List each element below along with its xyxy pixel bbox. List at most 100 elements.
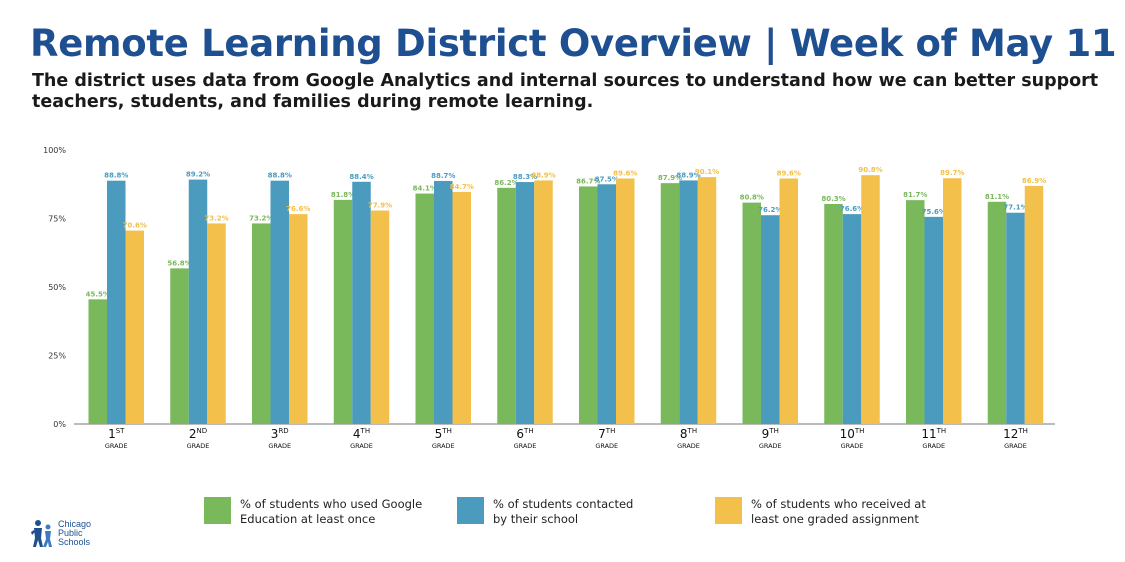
bar: [842, 214, 862, 424]
x-tick-label: 7TH: [598, 427, 615, 441]
cps-logo: Chicago Public Schools: [30, 518, 91, 548]
x-tick-label: 9TH: [762, 427, 779, 441]
bar: [534, 180, 553, 424]
bar: [906, 200, 925, 424]
x-tick-label: 8TH: [680, 427, 697, 441]
x-tick-label: 1ST: [108, 427, 125, 441]
data-label: 90.1%: [695, 168, 719, 176]
y-tick-label: 100%: [43, 146, 66, 155]
bar: [289, 214, 308, 424]
data-label: 77.9%: [368, 202, 392, 210]
data-label: 86.2%: [494, 179, 518, 187]
data-label: 76.2%: [758, 206, 782, 214]
data-label: 88.9%: [676, 171, 700, 179]
x-tick-sublabel: GRADE: [268, 442, 291, 450]
legend-swatch-green: [204, 497, 231, 524]
data-label: 76.6%: [286, 205, 310, 213]
x-tick-sublabel: GRADE: [432, 442, 455, 450]
y-tick-label: 0%: [53, 420, 66, 429]
legend-item-contacted: % of students contacted by their school: [457, 497, 633, 527]
x-tick-sublabel: GRADE: [350, 442, 373, 450]
data-label: 73.2%: [204, 214, 228, 222]
y-tick-label: 50%: [48, 283, 66, 292]
bar: [107, 180, 126, 424]
bar: [697, 177, 717, 424]
data-label: 81.8%: [331, 191, 355, 199]
bar: [497, 187, 516, 424]
logo-text: Chicago Public Schools: [58, 518, 92, 547]
x-tick-sublabel: GRADE: [677, 442, 700, 450]
bar: [1024, 185, 1044, 424]
data-label: 86.9%: [1022, 177, 1046, 185]
data-label: 45.5%: [86, 290, 110, 298]
legend-swatch-blue: [457, 497, 484, 524]
data-label: 89.2%: [186, 171, 210, 179]
bar: [824, 203, 843, 424]
page-title: Remote Learning District Overview | Week…: [30, 22, 1117, 65]
bar: [924, 216, 943, 424]
legend-swatch-yellow: [715, 497, 742, 524]
data-label: 84.7%: [450, 183, 474, 191]
data-label: 70.6%: [123, 222, 147, 230]
data-label: 73.2%: [249, 214, 273, 222]
bar: [987, 201, 1007, 424]
bar: [352, 181, 371, 424]
data-label: 77.1%: [1003, 204, 1027, 212]
bar-chart: 0%25%50%75%100%45.5%88.8%70.6%1STGRADE56…: [43, 146, 1055, 450]
x-tick-label: 4TH: [353, 427, 370, 441]
data-label: 80.8%: [740, 194, 764, 202]
data-label: 81.1%: [985, 193, 1009, 201]
data-label: 76.6%: [840, 205, 864, 213]
data-label: 89.6%: [613, 169, 637, 177]
data-label: 87.9%: [658, 174, 682, 182]
bar: [188, 179, 208, 424]
x-tick-label: 5TH: [435, 427, 452, 441]
data-label: 56.8%: [167, 259, 191, 267]
page-subtitle: The district uses data from Google Analy…: [32, 71, 1099, 112]
data-label: 89.6%: [777, 169, 801, 177]
legend-label: % of students contacted by their school: [493, 497, 634, 526]
bar: [252, 223, 271, 424]
bar: [452, 191, 471, 424]
data-label: 88.4%: [349, 173, 373, 181]
legend-label: % of students who received at least one …: [751, 497, 926, 526]
bar: [434, 180, 453, 424]
bar: [616, 178, 635, 424]
x-tick-sublabel: GRADE: [105, 442, 128, 450]
legend-item-graded-assignment: % of students who received at least one …: [715, 497, 926, 527]
x-tick-sublabel: GRADE: [759, 442, 782, 450]
data-label: 80.3%: [821, 195, 845, 203]
bar: [761, 215, 780, 424]
bar: [779, 178, 798, 424]
legend-label: % of students who used Google Education …: [240, 497, 423, 526]
students-silhouette-icon: [31, 520, 52, 547]
data-label: 88.3%: [513, 173, 537, 181]
data-label: 88.8%: [104, 172, 128, 180]
bar: [1006, 212, 1025, 424]
y-tick-label: 75%: [48, 215, 66, 224]
x-tick-label: 10TH: [840, 427, 865, 441]
bar: [515, 182, 535, 424]
data-label: 86.7%: [576, 177, 600, 185]
bar: [579, 186, 598, 424]
bar: [943, 178, 962, 424]
legend-item-google-education: % of students who used Google Education …: [204, 497, 422, 527]
x-tick-sublabel: GRADE: [595, 442, 618, 450]
bar: [270, 180, 289, 424]
bar: [170, 268, 189, 424]
bar: [597, 184, 616, 424]
x-tick-sublabel: GRADE: [1004, 442, 1027, 450]
x-tick-sublabel: GRADE: [514, 442, 537, 450]
bar: [742, 202, 761, 424]
x-tick-sublabel: GRADE: [841, 442, 864, 450]
data-label: 90.8%: [858, 166, 882, 174]
bar: [207, 223, 226, 424]
data-label: 88.8%: [268, 172, 292, 180]
y-tick-label: 25%: [48, 352, 66, 361]
x-tick-label: 12TH: [1003, 427, 1028, 441]
data-label: 81.7%: [903, 191, 927, 199]
x-tick-sublabel: GRADE: [187, 442, 210, 450]
bar: [660, 183, 680, 424]
data-label: 84.1%: [413, 185, 437, 193]
data-label: 87.5%: [595, 175, 619, 183]
